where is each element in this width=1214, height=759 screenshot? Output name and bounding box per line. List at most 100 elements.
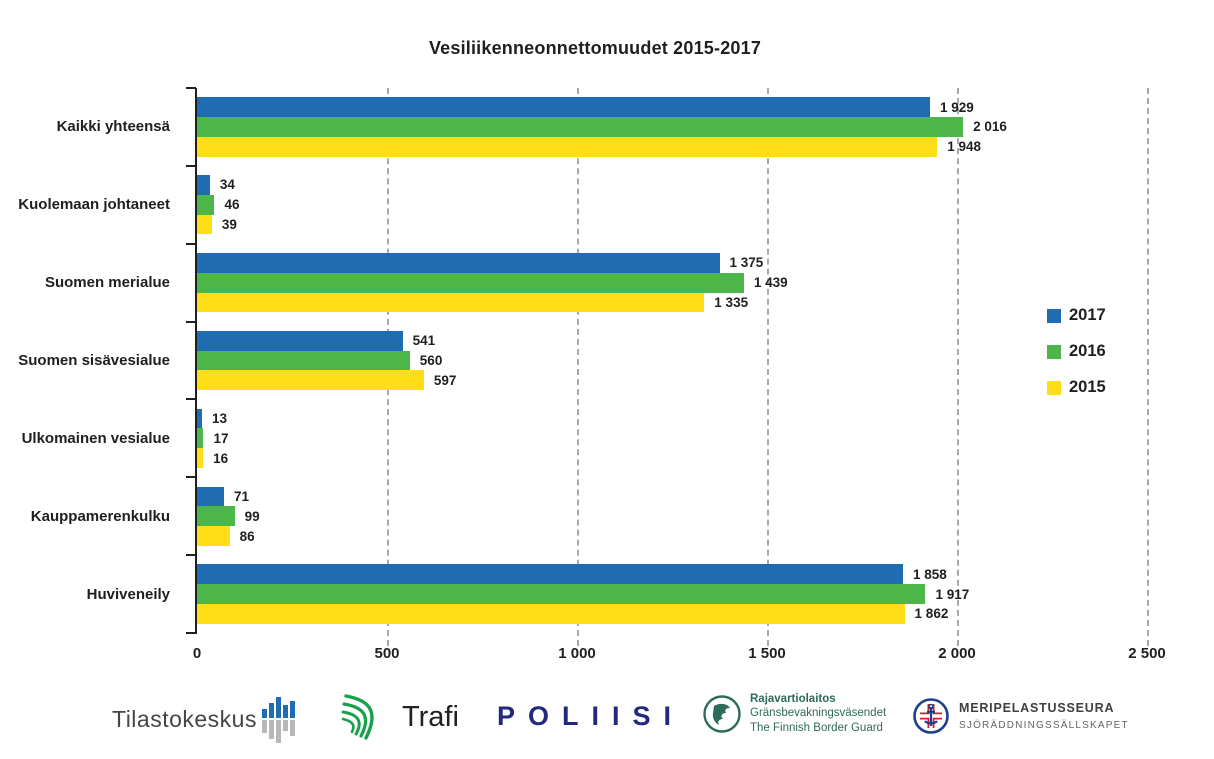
bar [197, 97, 931, 118]
category-label: Suomen sisävesialue [18, 352, 170, 369]
bar-row: 34 [197, 175, 1147, 195]
bar-value-label: 86 [239, 528, 255, 544]
category-band: 1 929 2 016 1 948 [197, 88, 1147, 166]
bars-container: 1 929 2 016 1 948 34 46 39 1 375 1 439 1 335 541 5… [197, 88, 1147, 633]
category-band: 71 99 86 [197, 477, 1147, 555]
legend-swatch [1047, 380, 1061, 395]
bar-value-label: 560 [419, 353, 443, 368]
legend-swatch [1047, 308, 1061, 323]
bar [197, 486, 224, 507]
bar [197, 370, 424, 391]
legend-label: 2016 [1069, 342, 1106, 360]
legend-item: 2016 [1047, 342, 1106, 361]
bar-value-label: 1 862 [914, 606, 949, 622]
tilastokeskus-logo: Tilastokeskus [112, 695, 298, 743]
bar-value-label: 1 929 [940, 99, 974, 115]
bar [197, 136, 938, 157]
legend-label: 2017 [1069, 306, 1106, 324]
category-label: Kauppamerenkulku [30, 507, 170, 525]
bar-row: 541 [197, 330, 1147, 351]
axis-tick [186, 320, 196, 323]
bar-value-label: 46 [224, 197, 240, 213]
trafi-logo-text: Trafi [402, 700, 459, 733]
meripelastusseura-logo-text: MERIPELASTUSSEURA SJÖRÄDDNINGSSÄLLSKAPET [959, 699, 1129, 733]
bar [197, 350, 410, 371]
axis-tick [186, 398, 196, 401]
bar-row: 13 [197, 408, 1147, 429]
bar [197, 117, 964, 137]
bar-row: 1 375 [197, 252, 1147, 273]
bar-value-label: 39 [221, 217, 237, 233]
bar [197, 194, 215, 215]
axis-tick [186, 87, 196, 89]
category-band: 1 375 1 439 1 335 [197, 244, 1147, 322]
gridline [767, 88, 769, 646]
axis-tick [186, 476, 196, 479]
bar-value-label: 1 439 [753, 275, 788, 291]
bar [197, 175, 210, 195]
bar-row: 16 [197, 448, 1147, 469]
bar [197, 214, 212, 235]
bar [197, 408, 202, 429]
bar-row: 1 439 [197, 272, 1147, 293]
bar-row: 1 858 [197, 564, 1147, 585]
bar-row: 1 917 [197, 584, 1147, 604]
axis-tick [186, 242, 196, 245]
category-label: Ulkomainen vesialue [21, 429, 170, 447]
bar-value-label: 17 [213, 430, 229, 446]
bar-row: 560 [197, 350, 1147, 371]
gridline [957, 88, 959, 646]
bar-value-label: 99 [244, 508, 260, 524]
tilastokeskus-logo-text: Tilastokeskus [112, 705, 257, 732]
category-labels: Kaikki yhteensä Kuolemaan johtaneet Suomen… [0, 88, 184, 633]
border-guard-logo-text-fi: Rajavartiolaitos [750, 693, 836, 705]
border-guard-logo-text-sv: Gränsbevakningsväsendet [750, 707, 887, 720]
meripelastusseura-logo-text-fi: MERIPELASTUSSEURA [959, 701, 1115, 716]
bar-row: 1 948 [197, 136, 1147, 157]
bar-value-label: 16 [213, 450, 229, 466]
x-axis-tick-label: 500 [374, 645, 400, 662]
x-axis-tick-label: 2 000 [938, 645, 976, 662]
bar-value-label: 597 [433, 372, 457, 388]
bar [197, 564, 904, 585]
legend: 2017 2016 2015 [1047, 306, 1106, 414]
bar-value-label: 541 [412, 333, 436, 349]
bar-row: 1 335 [197, 292, 1147, 313]
bar-row: 46 [197, 194, 1147, 215]
border-guard-emblem-icon [703, 694, 741, 733]
category-band: 541 560 597 [197, 322, 1147, 400]
bar-row: 99 [197, 506, 1147, 527]
category-label: Kuolemaan johtaneet [18, 196, 170, 214]
bar-row: 39 [197, 214, 1147, 235]
bar-row: 86 [197, 526, 1147, 546]
chart-title: Vesiliikenneonnettomuudet 2015-2017 [428, 38, 762, 58]
gridline [577, 88, 579, 646]
bar [197, 526, 230, 546]
poliisi-logo: POLIISI [497, 701, 684, 732]
meripelastusseura-logo-text-sv: SJÖRÄDDNINGSSÄLLSKAPET [959, 719, 1129, 731]
bar [197, 428, 204, 449]
bar [197, 448, 204, 469]
border-guard-logo-text-en: The Finnish Border Guard [750, 721, 883, 734]
bar [197, 603, 905, 624]
bar-value-label: 71 [233, 488, 249, 504]
bar-row: 17 [197, 428, 1147, 449]
bar [197, 506, 235, 527]
bar-value-label: 13 [211, 411, 227, 427]
axis-tick [186, 632, 196, 634]
border-guard-logo-text: Rajavartiolaitos Gränsbevakningsväsendet… [750, 692, 886, 735]
meripelastusseura-emblem-icon [913, 698, 949, 734]
bar [197, 272, 744, 293]
tilastokeskus-bars-icon [261, 695, 298, 743]
x-axis-tick-label: 2 500 [1128, 645, 1166, 662]
border-guard-logo: Rajavartiolaitos Gränsbevakningsväsendet… [702, 692, 886, 735]
bar-value-label: 1 858 [913, 566, 947, 582]
x-axis-labels: 0 500 1 000 1 500 2 000 2 500 [193, 645, 1166, 665]
axis-tick [186, 164, 196, 167]
bar-value-label: 1 375 [729, 255, 764, 271]
bar [197, 252, 720, 273]
x-axis-tick-label: 1 500 [748, 645, 786, 662]
category-band: 34 46 39 [197, 166, 1147, 244]
legend-label: 2015 [1069, 378, 1106, 396]
